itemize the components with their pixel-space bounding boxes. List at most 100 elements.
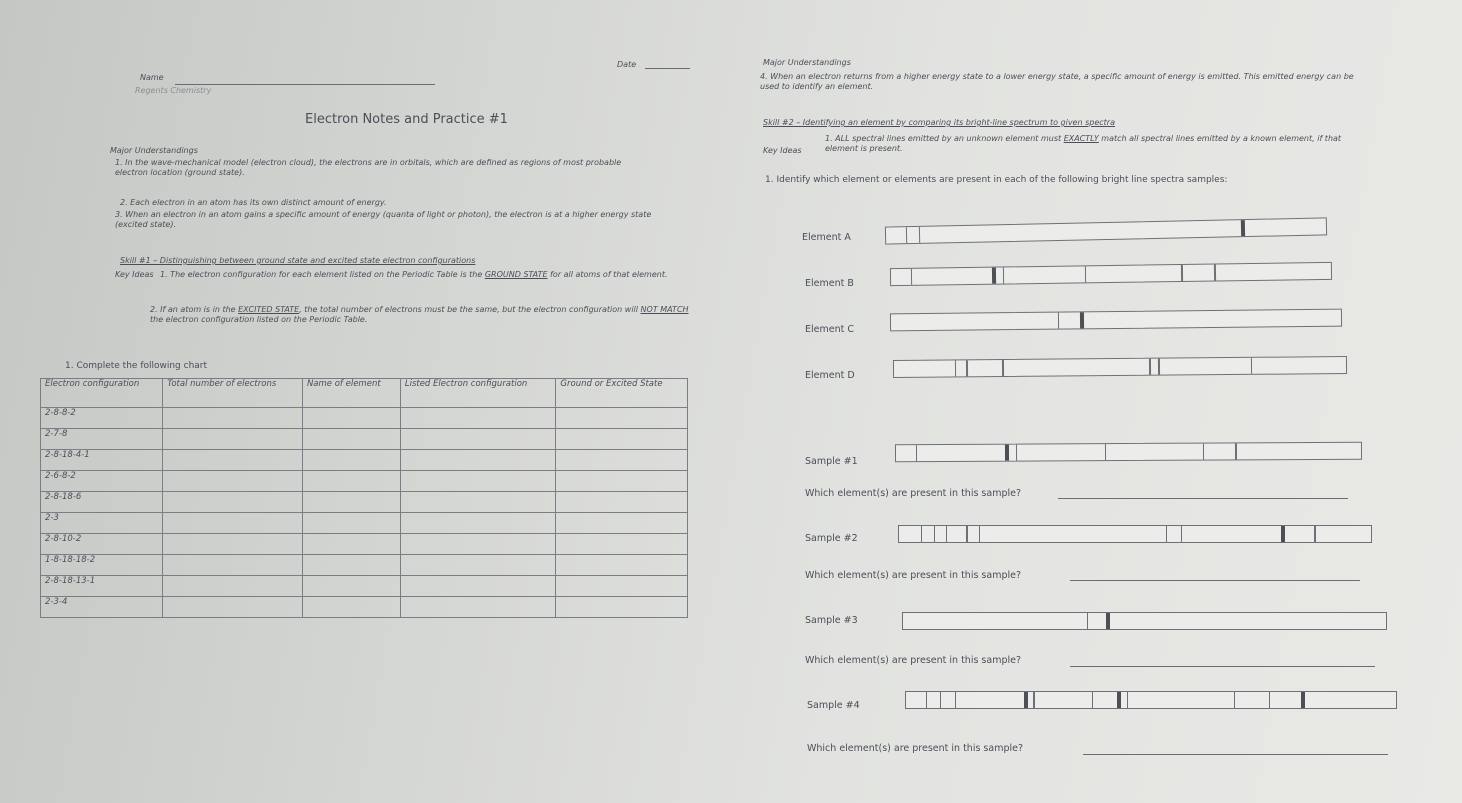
blank-cell bbox=[399, 491, 557, 513]
configuration: 2-6-8-2 bbox=[39, 470, 164, 492]
blank-cell bbox=[162, 596, 303, 618]
table-row: 2-3-4 bbox=[39, 596, 688, 618]
text: match all spectral lines emitted by a kn… bbox=[825, 134, 1342, 153]
configuration: 2-8-8-2 bbox=[39, 407, 164, 429]
blank-cell bbox=[301, 596, 401, 618]
blank-cell bbox=[301, 470, 401, 492]
configuration: 2-8-10-2 bbox=[39, 533, 164, 555]
spectrum-label: Sample #3 bbox=[805, 615, 858, 626]
spectrum-label: Element C bbox=[805, 324, 854, 335]
key-ideas-label: Key Ideas bbox=[763, 146, 802, 155]
blank-cell bbox=[555, 596, 688, 618]
prompt: Which element(s) are present in this sam… bbox=[805, 570, 1022, 581]
key-idea: 2. If an atom is in the EXCITED STATE, t… bbox=[150, 305, 690, 325]
text: the electron configuration listed on the… bbox=[150, 315, 368, 324]
configuration: 2-8-18-6 bbox=[39, 491, 164, 513]
blank-cell bbox=[162, 491, 303, 513]
blank-cell bbox=[399, 449, 557, 471]
column-header: Total number of electrons bbox=[162, 378, 303, 408]
date-label: Date bbox=[617, 60, 637, 69]
text: 1. The electron configuration for each e… bbox=[160, 270, 485, 279]
skill: Skill #2 – Identifying an element by com… bbox=[763, 118, 1115, 127]
table-row: 2-8-18-13-1 bbox=[39, 575, 688, 597]
blank-cell bbox=[555, 554, 688, 576]
table-row: 2-8-18-6 bbox=[39, 491, 688, 513]
prompt: Which element(s) are present in this sam… bbox=[805, 655, 1022, 666]
blank-cell bbox=[162, 512, 303, 534]
blank-cell bbox=[399, 575, 557, 597]
answer-line bbox=[1070, 580, 1360, 581]
spectrum bbox=[892, 356, 1348, 378]
column-header: Ground or Excited State bbox=[555, 378, 688, 408]
column-header: Listed Electron configuration bbox=[399, 378, 557, 408]
answer-line bbox=[1070, 666, 1375, 667]
spectrum-label: Sample #2 bbox=[805, 533, 858, 544]
blank-cell bbox=[555, 449, 688, 471]
blank-cell bbox=[399, 470, 557, 492]
question: 1. Identify which element or elements ar… bbox=[765, 175, 1228, 185]
table-row: 2-8-10-2 bbox=[39, 533, 688, 555]
blank-cell bbox=[399, 512, 557, 534]
table-row: 2-7-8 bbox=[39, 428, 688, 450]
emphasis: EXCITED STATE bbox=[238, 305, 300, 314]
course: Regents Chemistry bbox=[135, 86, 212, 95]
configuration: 2-7-8 bbox=[39, 428, 164, 450]
column-header: Electron configuration bbox=[39, 378, 164, 408]
spectrum-label: Element D bbox=[805, 370, 855, 381]
blank-cell bbox=[399, 554, 557, 576]
heading: Major Understandings bbox=[110, 146, 198, 155]
blank-cell bbox=[555, 575, 688, 597]
configuration: 2-3 bbox=[39, 512, 164, 534]
spectrum bbox=[898, 525, 1372, 543]
configuration: 2-8-18-13-1 bbox=[39, 575, 164, 597]
name-label: Name bbox=[140, 73, 164, 82]
text: for all atoms of that element. bbox=[547, 270, 668, 279]
text: 2. If an atom is in the bbox=[150, 305, 239, 314]
configuration: 2-8-18-4-1 bbox=[39, 449, 164, 471]
table-row: 2-3 bbox=[39, 512, 688, 534]
blank-cell bbox=[162, 533, 303, 555]
table-row: 1-8-18-18-2 bbox=[39, 554, 688, 576]
spectrum bbox=[889, 261, 1333, 287]
key-idea: 1. ALL spectral lines emitted by an unkn… bbox=[825, 134, 1370, 154]
blank-cell bbox=[399, 596, 557, 618]
spectrum bbox=[884, 217, 1328, 245]
blank-cell bbox=[162, 407, 303, 429]
understanding: 1. In the wave-mechanical model (electro… bbox=[115, 158, 622, 177]
spectrum bbox=[889, 308, 1343, 332]
blank-cell bbox=[555, 533, 688, 555]
blank-cell bbox=[555, 470, 688, 492]
spectrum bbox=[902, 612, 1387, 630]
answer-line bbox=[1058, 498, 1348, 499]
question: 1. Complete the following chart bbox=[65, 361, 208, 371]
blank-cell bbox=[301, 533, 401, 555]
spectrum-label: Element A bbox=[802, 232, 851, 243]
spectrum-label: Sample #4 bbox=[807, 700, 860, 711]
table-row: 2-8-8-2 bbox=[39, 407, 688, 429]
blank-cell bbox=[555, 407, 688, 429]
blank-cell bbox=[301, 554, 401, 576]
skill: Skill #1 – Distinguishing between ground… bbox=[120, 256, 476, 265]
understanding: 2. Each electron in an atom has its own … bbox=[120, 198, 387, 207]
key-idea: 1. The electron configuration for each e… bbox=[160, 270, 690, 280]
blank-cell bbox=[162, 554, 303, 576]
configuration: 1-8-18-18-2 bbox=[39, 554, 164, 576]
blank-cell bbox=[399, 428, 557, 450]
blank-cell bbox=[555, 512, 688, 534]
text: 1. ALL spectral lines emitted by an unkn… bbox=[825, 134, 1064, 143]
blank-cell bbox=[301, 449, 401, 471]
table: Electron configuration Total number of el… bbox=[39, 378, 688, 618]
emphasis: EXACTLY bbox=[1063, 134, 1099, 143]
rule bbox=[645, 68, 690, 69]
blank-cell bbox=[162, 449, 303, 471]
emphasis: NOT MATCH bbox=[640, 305, 689, 314]
prompt: Which element(s) are present in this sam… bbox=[807, 743, 1024, 754]
blank-cell bbox=[399, 533, 557, 555]
heading: Major Understandings bbox=[763, 58, 851, 67]
configuration: 2-3-4 bbox=[39, 596, 164, 618]
blank-cell bbox=[555, 428, 688, 450]
prompt: Which element(s) are present in this sam… bbox=[805, 488, 1022, 499]
blank-cell bbox=[555, 491, 688, 513]
blank-cell bbox=[162, 428, 303, 450]
blank-cell bbox=[301, 491, 401, 513]
